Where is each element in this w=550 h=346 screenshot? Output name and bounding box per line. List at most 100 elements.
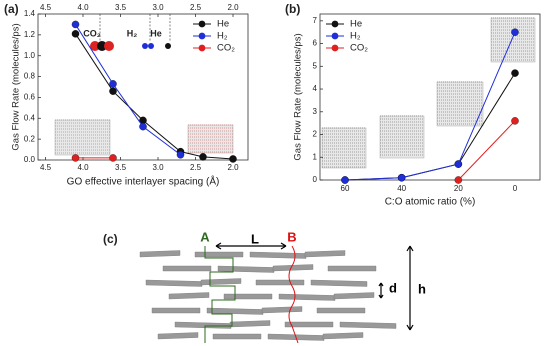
- data-point: [139, 122, 147, 131]
- series-line: [344, 31, 516, 181]
- graphene-sheet: [304, 250, 346, 258]
- y-tick-label: 0.4: [24, 113, 36, 122]
- data-point: [511, 69, 519, 77]
- x-tick-label: 2.5: [190, 3, 202, 12]
- graphene-sheet: [217, 265, 275, 273]
- data-point: [71, 30, 80, 38]
- x-tick-label: 3.0: [152, 3, 164, 12]
- graphene-sheet: [139, 250, 181, 258]
- y-tick-label: 0.2: [24, 134, 36, 143]
- legend-label: He: [350, 19, 362, 30]
- y-tick-label: 1.0: [24, 51, 36, 60]
- x-tick-label: 4.0: [77, 3, 89, 12]
- x-tick-label: 40: [397, 184, 406, 193]
- molecule-icon: [104, 41, 114, 51]
- annotation: CO₂: [83, 28, 101, 38]
- legend-label: H₂: [217, 31, 228, 42]
- graphene-sheet: [194, 251, 244, 258]
- graphene-sheet: [339, 321, 397, 329]
- y-tick-label: 1: [313, 152, 318, 161]
- legend-marker: [331, 20, 339, 28]
- data-point: [229, 155, 237, 163]
- y-tick-label: 1.2: [24, 30, 36, 39]
- data-point: [341, 176, 349, 184]
- graphene-sheet: [261, 306, 303, 314]
- graphene-sheet: [162, 265, 212, 272]
- x-tick-label: 4.0: [77, 163, 89, 172]
- structure-image: [54, 119, 111, 156]
- legend-label: H₂: [350, 31, 361, 42]
- graphene-sheet: [223, 293, 273, 300]
- x-tick-label: 4.5: [40, 3, 52, 12]
- data-point: [454, 160, 463, 168]
- diagram-label: h: [418, 281, 426, 296]
- graphene-sheet: [278, 293, 336, 301]
- diagram-label: L: [251, 231, 259, 246]
- y-tick-label: 7: [313, 16, 318, 25]
- structure-image: [321, 127, 367, 169]
- x-tick-label: 60: [341, 184, 350, 193]
- legend-label: He: [217, 19, 229, 30]
- graphene-sheet: [174, 321, 232, 329]
- data-point: [199, 153, 207, 161]
- y-axis-label: Gas Flow Rate (molecules/ps): [11, 23, 22, 150]
- data-point: [176, 151, 185, 159]
- diagram-label: A: [200, 229, 210, 244]
- y-tick-label: 3: [313, 107, 318, 116]
- legend-label: CO₂: [217, 43, 235, 54]
- legend-label: CO₂: [350, 43, 368, 54]
- series-line: [75, 24, 181, 156]
- graphene-sheet: [255, 279, 305, 286]
- x-tick-label: 4.5: [40, 163, 52, 172]
- diagram: A L Bd h: [139, 229, 426, 344]
- molecule-icon: [90, 41, 100, 51]
- data-point: [109, 80, 117, 88]
- structure-image: [187, 124, 234, 154]
- path-a: [204, 246, 236, 343]
- arrow-d: [378, 282, 384, 299]
- legend-marker: [198, 32, 206, 40]
- annotation: He: [150, 28, 162, 38]
- graphene-sheet: [272, 264, 314, 272]
- data-point: [71, 154, 80, 162]
- x-tick-label: 3.5: [115, 163, 127, 172]
- graphene-sheet: [249, 251, 307, 259]
- x-tick-label: 0: [513, 184, 518, 193]
- y-tick-label: 6: [313, 39, 318, 48]
- data-point: [511, 28, 519, 36]
- arrow-h: [406, 245, 414, 331]
- graphene-sheet: [206, 307, 264, 315]
- data-point: [511, 117, 519, 125]
- diagram-label: B: [287, 229, 296, 244]
- series-line: [344, 72, 516, 181]
- legend-marker: [198, 20, 206, 28]
- y-tick-label: 0.8: [24, 72, 36, 81]
- y-tick-label: 1.4: [24, 9, 36, 18]
- plot-frame: [37, 13, 249, 161]
- diagram-label: d: [389, 280, 397, 295]
- data-point: [454, 176, 463, 184]
- data-point: [397, 173, 406, 182]
- y-tick-label: 2: [313, 130, 318, 139]
- annotation: H₂: [127, 28, 138, 38]
- graphene-sheet: [145, 279, 203, 287]
- x-axis-label: C:O atomic ratio (%): [385, 197, 476, 208]
- x-tick-label: 2.0: [227, 3, 239, 12]
- panel-label: (c): [103, 232, 118, 246]
- graphene-sheet: [284, 321, 334, 328]
- path-b: [288, 245, 299, 344]
- panel-label: (a): [4, 2, 19, 16]
- x-tick-label: 3.0: [152, 163, 164, 172]
- y-tick-label: 4: [313, 84, 318, 93]
- data-point: [71, 20, 80, 29]
- y-tick-label: 0: [313, 175, 318, 184]
- molecule-icon: [148, 43, 154, 49]
- graphene-sheet: [151, 307, 201, 314]
- molecule-icon: [97, 41, 107, 51]
- series-line: [457, 120, 516, 181]
- structure-image: [436, 81, 484, 127]
- graphene-sheet: [327, 265, 377, 272]
- x-tick-label: 2.0: [227, 163, 239, 172]
- legend-marker: [331, 44, 339, 52]
